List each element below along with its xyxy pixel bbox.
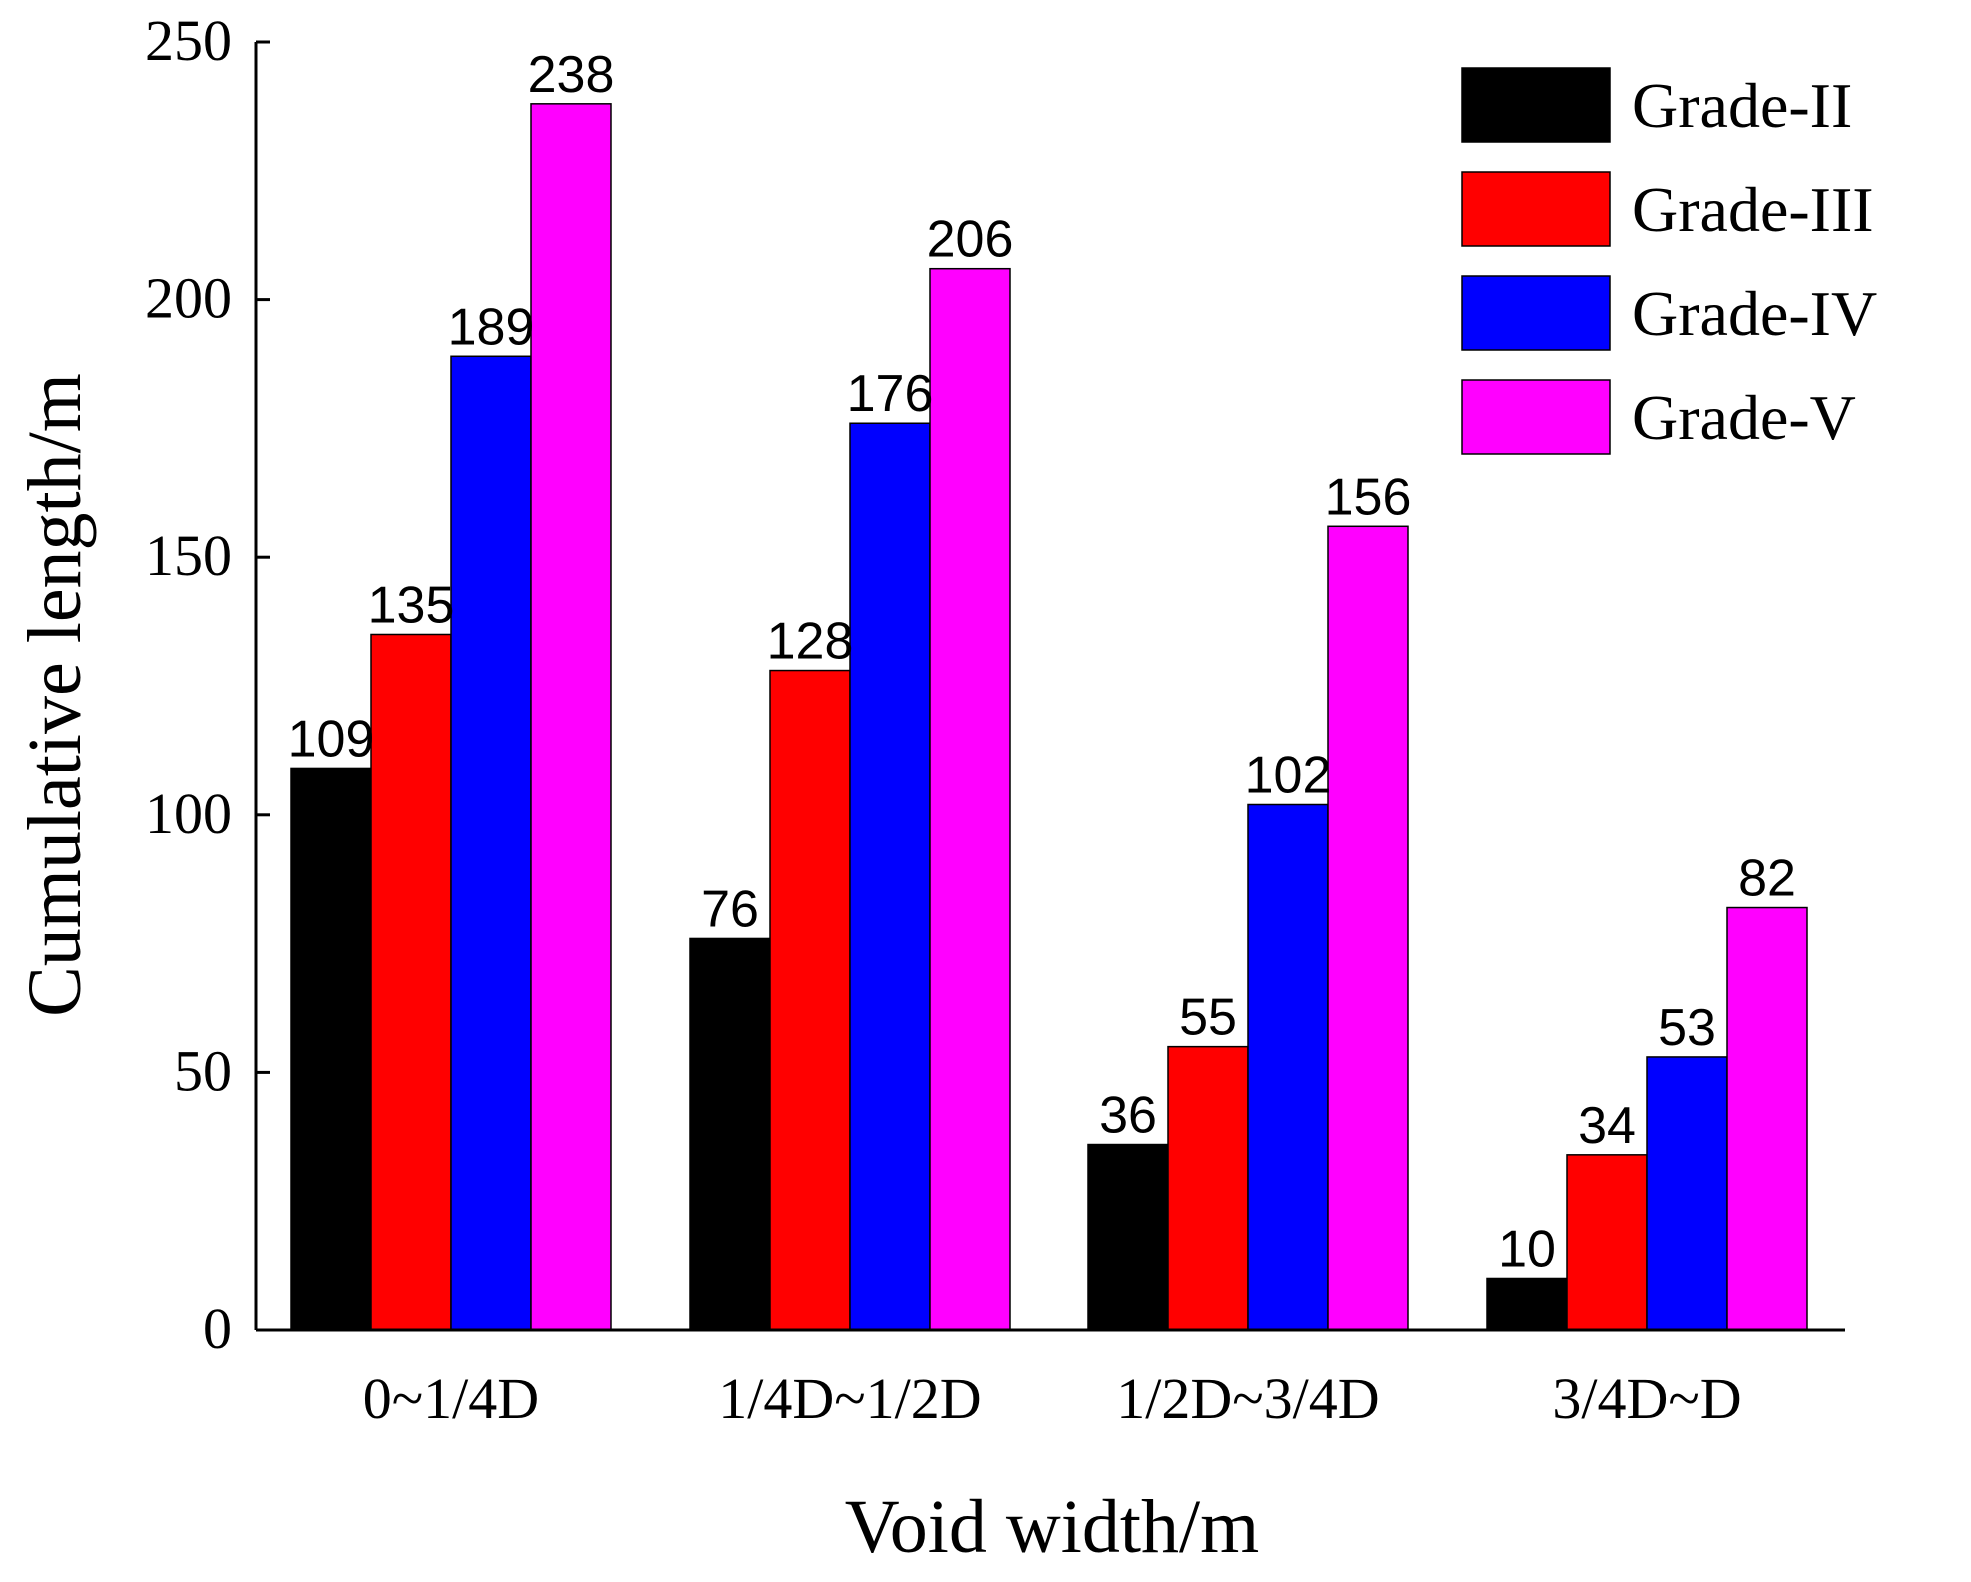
data-label: 102 bbox=[1245, 746, 1332, 804]
legend-swatch-grade-iii bbox=[1461, 171, 1611, 247]
bar-grade-iii-0 bbox=[370, 633, 452, 1331]
y-axis-label: Cumulative length/m bbox=[13, 373, 97, 1017]
x-tick-label: 1/4D~1/2D bbox=[718, 1366, 981, 1431]
x-ticks-layer: 0~1/4D 1/4D~1/2D 1/2D~3/4D 3/4D~D bbox=[363, 1366, 1742, 1431]
data-label: 156 bbox=[1325, 468, 1412, 526]
legend-swatch-grade-ii bbox=[1461, 67, 1611, 143]
bar-grade-iv-3 bbox=[1646, 1056, 1728, 1331]
legend-label: Grade-II bbox=[1632, 70, 1852, 141]
legend-label: Grade-V bbox=[1632, 382, 1856, 453]
bar-grade-iv-1 bbox=[849, 422, 931, 1331]
bar-grade-iv-0 bbox=[450, 355, 532, 1331]
y-tick-label: 0 bbox=[203, 1296, 232, 1361]
bar-grade-ii-3 bbox=[1486, 1277, 1568, 1331]
data-label: 82 bbox=[1738, 850, 1796, 908]
bar-grade-iv-2 bbox=[1247, 803, 1329, 1331]
data-label: 76 bbox=[701, 880, 759, 938]
data-labels-layer: 109 135 189 238 76 128 176 206 36 55 102 156 10 34 53 8… bbox=[288, 46, 1796, 1279]
bar-grade-ii-0 bbox=[290, 767, 372, 1331]
y-tick-label: 50 bbox=[174, 1038, 232, 1103]
data-label: 128 bbox=[767, 613, 854, 671]
data-label: 55 bbox=[1179, 989, 1237, 1047]
bars-layer bbox=[290, 103, 1808, 1331]
y-tick-label: 150 bbox=[145, 523, 232, 588]
x-tick-label: 1/2D~3/4D bbox=[1116, 1366, 1379, 1431]
bar-grade-iii-3 bbox=[1566, 1154, 1648, 1331]
legend: Grade-II Grade-III Grade-IV Grade-V bbox=[1461, 67, 1877, 455]
bar-grade-v-3 bbox=[1726, 906, 1808, 1331]
data-label: 10 bbox=[1498, 1220, 1556, 1278]
y-tick-label: 200 bbox=[145, 266, 232, 331]
legend-swatch-grade-iv bbox=[1461, 275, 1611, 351]
data-label: 206 bbox=[927, 211, 1014, 269]
bar-grade-ii-2 bbox=[1087, 1143, 1169, 1331]
legend-label: Grade-IV bbox=[1632, 278, 1877, 349]
data-label: 238 bbox=[528, 46, 615, 104]
x-tick-label: 3/4D~D bbox=[1552, 1366, 1741, 1431]
legend-swatch-grade-v bbox=[1461, 379, 1611, 455]
y-tick-label: 100 bbox=[145, 781, 232, 846]
bar-grade-iii-1 bbox=[769, 669, 851, 1331]
data-label: 34 bbox=[1578, 1097, 1636, 1155]
y-ticks-layer: 0 50 100 150 200 250 bbox=[145, 8, 270, 1361]
bar-grade-v-1 bbox=[929, 267, 1011, 1331]
data-label: 176 bbox=[847, 365, 934, 423]
bar-grade-ii-1 bbox=[689, 937, 771, 1331]
legend-label: Grade-III bbox=[1632, 174, 1874, 245]
data-label: 109 bbox=[288, 710, 375, 768]
x-tick-label: 0~1/4D bbox=[363, 1366, 539, 1431]
data-label: 189 bbox=[448, 298, 535, 356]
data-label: 36 bbox=[1099, 1087, 1157, 1145]
bar-grade-v-0 bbox=[530, 103, 612, 1331]
bar-grade-v-2 bbox=[1327, 525, 1409, 1331]
axes-layer bbox=[254, 42, 1845, 1332]
bar-grade-iii-2 bbox=[1167, 1045, 1249, 1331]
x-axis-label: Void width/m bbox=[845, 1485, 1260, 1569]
data-label: 135 bbox=[368, 576, 455, 634]
y-tick-label: 250 bbox=[145, 8, 232, 73]
data-label: 53 bbox=[1658, 999, 1716, 1057]
